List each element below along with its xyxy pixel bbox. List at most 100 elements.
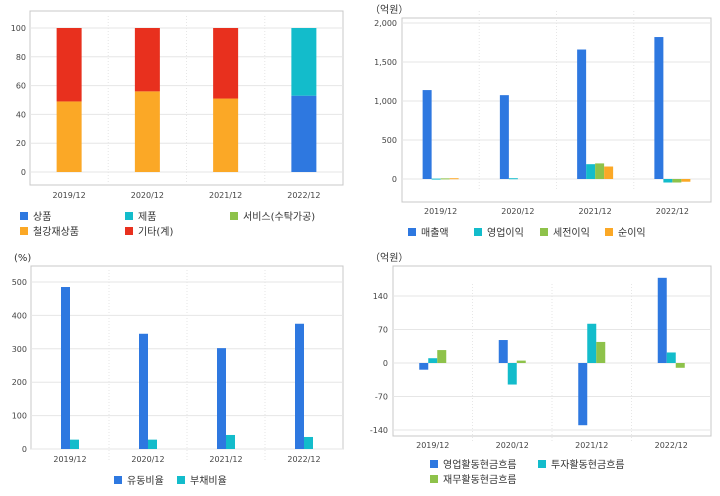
unit-label: （억원）: [370, 252, 408, 264]
y-tick-label: 20: [16, 139, 26, 148]
x-tick-label: 2021/12: [575, 441, 608, 450]
x-tick-label: 2020/12: [131, 191, 164, 200]
x-tick-label: 2019/12: [53, 455, 86, 464]
bar: [217, 348, 226, 449]
x-tick-label: 2019/12: [53, 191, 86, 200]
bar: [419, 363, 429, 370]
legend-label: 세전이익: [553, 227, 590, 239]
bar: [578, 363, 588, 426]
bar: [507, 363, 517, 385]
y-tick-label: 1,500: [374, 58, 397, 67]
bar: [56, 101, 82, 172]
y-tick-label: 0: [383, 359, 388, 368]
legend-label: 철강재상품: [33, 226, 79, 238]
legend-swatch: [540, 228, 548, 236]
legend-label: 제품: [138, 211, 156, 223]
y-tick-label: 0: [22, 445, 27, 454]
bar: [213, 28, 239, 99]
legend-swatch: [430, 460, 438, 468]
legend-label: 서비스(수탁가공): [243, 211, 315, 223]
x-tick-label: 2019/12: [416, 441, 449, 450]
legend-label: 기타(계): [138, 226, 174, 238]
x-axis: 2019/12 2020/12 2021/12 2022/12: [53, 191, 321, 200]
bar: [672, 179, 682, 183]
legend-label: 재무활동현금흐름: [443, 473, 517, 486]
y-tick-label: 60: [16, 82, 26, 91]
x-tick-label: 2022/12: [287, 191, 320, 200]
legend-swatch: [605, 228, 613, 236]
bar: [516, 360, 526, 363]
x-tick-label: 2021/12: [209, 455, 242, 464]
unit-label: （억원）: [370, 4, 408, 16]
bar: [134, 28, 160, 92]
legend-label: 상품: [33, 211, 51, 223]
y-tick-label: 400: [12, 311, 27, 320]
bar: [56, 28, 82, 102]
y-tick-label: 500: [382, 136, 397, 145]
legend: 상품 제품 서비스(수탁가공) 철강재상품 기타(계): [20, 211, 315, 238]
legend-label: 부채비율: [190, 475, 227, 487]
bar: [431, 178, 441, 180]
bar: [213, 98, 239, 172]
bar: [587, 323, 597, 363]
x-axis: 2019/12 2020/12 2021/12 2022/12: [53, 455, 320, 464]
bar: [226, 434, 235, 449]
legend-swatch: [430, 475, 438, 483]
x-tick-label: 2021/12: [579, 207, 612, 216]
x-tick-label: 2022/12: [655, 441, 688, 450]
legend-swatch: [177, 476, 185, 484]
legend-label: 순이익: [618, 227, 646, 239]
x-tick-label: 2019/12: [424, 207, 457, 216]
y-tick-label: 100: [11, 24, 26, 33]
y-tick-label: 2,000: [374, 19, 397, 28]
bar: [134, 91, 160, 172]
y-axis: -140 -70 0 70 140: [370, 292, 388, 435]
unit-label: (%): [14, 253, 31, 264]
chart-cashflow: （억원） -140 -70 0 70 140 2019/12 2020/12 2021/12…: [370, 252, 712, 486]
bar: [577, 49, 587, 179]
legend-swatch: [125, 212, 133, 220]
y-tick-label: 70: [378, 326, 388, 335]
legend-swatch: [114, 476, 122, 484]
bars: [422, 37, 691, 183]
y-tick-label: -140: [370, 426, 388, 435]
bar: [440, 178, 450, 180]
bar: [422, 90, 432, 179]
bars: [56, 28, 317, 172]
bar: [295, 323, 304, 449]
y-axis: 0 20 40 60 80 100: [11, 24, 26, 177]
legend-label: 영업이익: [487, 226, 524, 239]
y-tick-label: 40: [16, 110, 26, 119]
bar: [586, 164, 596, 179]
y-tick-label: 100: [12, 412, 27, 421]
x-tick-label: 2020/12: [131, 455, 164, 464]
legend-label: 투자활동현금흐름: [551, 458, 625, 471]
legend: 유동비율 부채비율: [114, 475, 227, 487]
y-tick-label: 0: [392, 175, 397, 184]
y-tick-label: 0: [21, 168, 26, 177]
legend-swatch: [230, 212, 238, 220]
legend-label: 영업활동현금흐름: [443, 458, 517, 471]
bars: [419, 277, 685, 426]
bar: [595, 163, 605, 179]
bar: [604, 166, 614, 179]
x-tick-label: 2021/12: [209, 191, 242, 200]
x-tick-label: 2020/12: [496, 441, 529, 450]
bar: [70, 439, 79, 449]
bar: [498, 340, 508, 363]
y-tick-label: 300: [12, 345, 27, 354]
chart-composition: 0 20 40 60 80 100 2019/12 2020/12 2021/12 2022/1…: [11, 10, 344, 238]
bar: [61, 287, 70, 449]
bar: [437, 350, 447, 363]
grid: [31, 270, 343, 461]
x-axis: 2019/12 2020/12 2021/12 2022/12: [424, 207, 689, 216]
bars: [61, 287, 313, 449]
bar: [449, 178, 459, 180]
x-tick-label: 2022/12: [287, 455, 320, 464]
legend-label: 유동비율: [127, 475, 164, 487]
y-tick-label: 500: [12, 278, 27, 287]
legend-swatch: [125, 227, 133, 235]
y-tick-label: 140: [373, 292, 388, 301]
bar: [291, 95, 317, 172]
